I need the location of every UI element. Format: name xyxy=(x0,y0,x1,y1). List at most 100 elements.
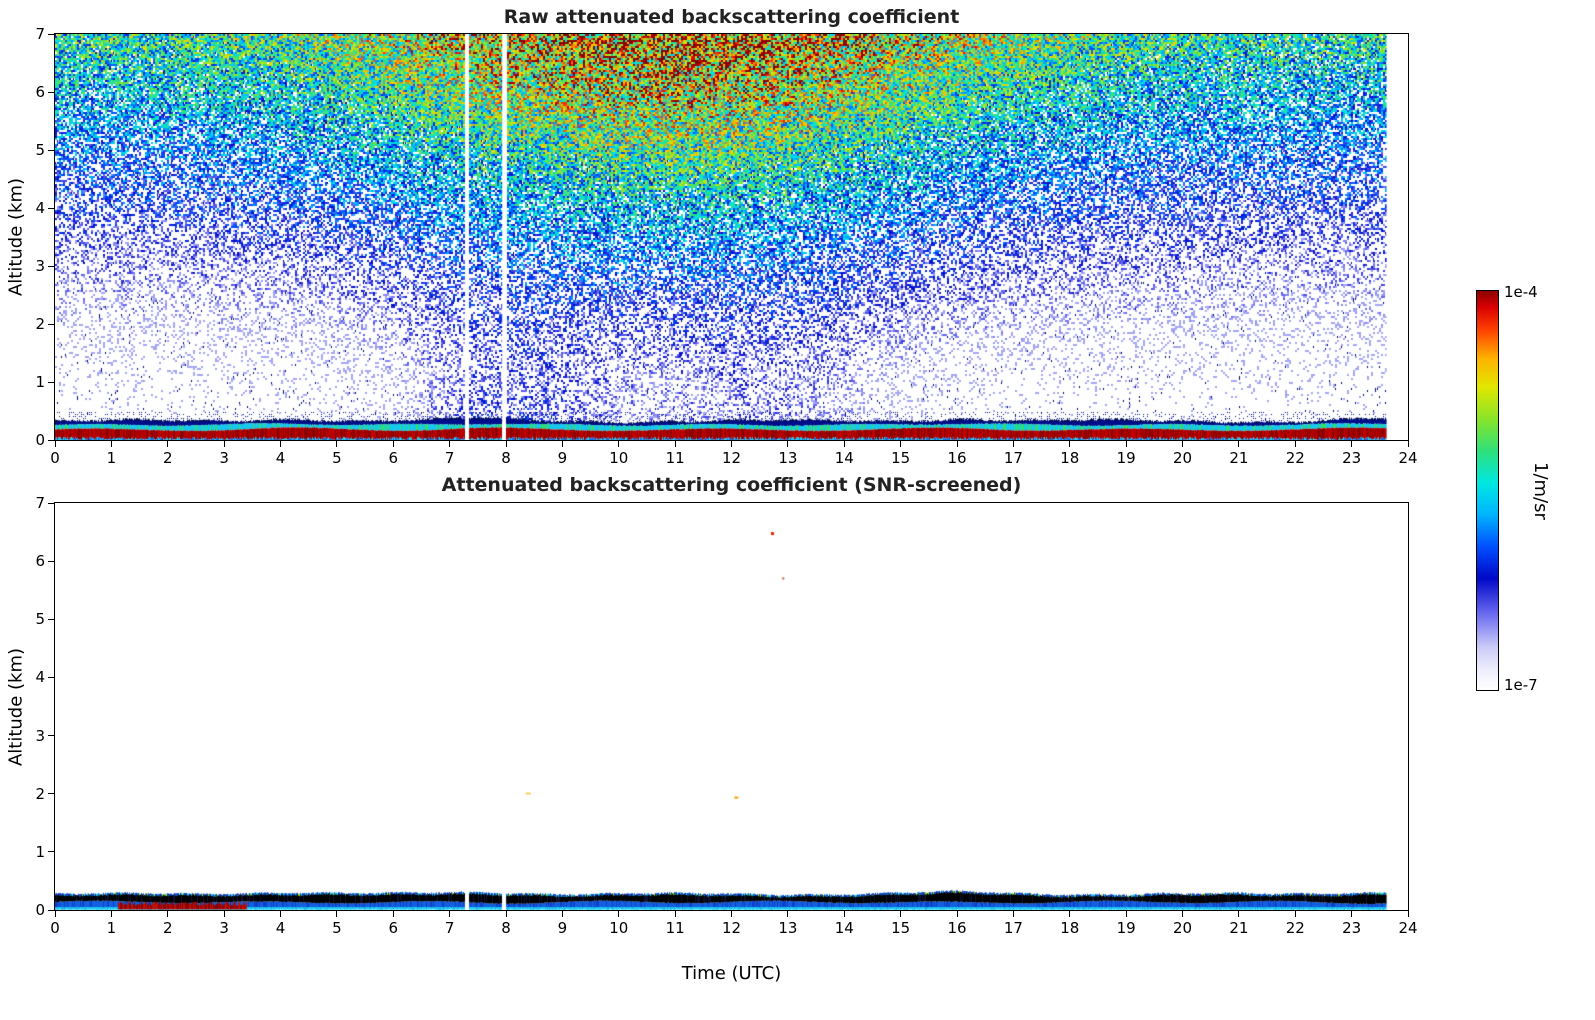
y-tick-label: 7 xyxy=(35,494,45,512)
x-tick-mark xyxy=(1182,440,1183,447)
y-tick-label: 6 xyxy=(35,552,45,571)
x-tick-label: 11 xyxy=(665,919,685,937)
y-tick-label: 5 xyxy=(35,141,45,159)
x-tick-mark xyxy=(1069,440,1071,447)
colorbar-gradient xyxy=(1477,291,1498,690)
x-tick-label: 14 xyxy=(834,919,854,937)
x-tick-label: 24 xyxy=(1398,919,1418,937)
y-tick-mark xyxy=(48,560,55,562)
x-tick-label: 16 xyxy=(947,919,967,937)
x-tick-mark xyxy=(223,910,225,917)
x-tick-label: 10 xyxy=(609,919,629,937)
y-tick-label: 5 xyxy=(35,610,45,629)
colorbar-min-label: 1e-7 xyxy=(1504,676,1538,694)
x-tick-label: 2 xyxy=(162,449,173,467)
x-tick-label: 0 xyxy=(50,919,60,937)
x-tick-label: 0 xyxy=(50,449,60,467)
x-tick-label: 24 xyxy=(1398,449,1418,467)
x-tick-label: 21 xyxy=(1229,919,1249,937)
y-tick-mark xyxy=(48,618,55,620)
x-tick-mark xyxy=(1351,910,1353,917)
x-tick-label: 23 xyxy=(1342,919,1362,937)
raw-heatmap-canvas xyxy=(55,34,1408,440)
x-tick-label: 6 xyxy=(388,919,399,937)
x-tick-mark xyxy=(1125,440,1127,447)
x-tick-mark xyxy=(110,910,112,917)
x-tick-mark xyxy=(1012,910,1014,917)
x-tick-label: 19 xyxy=(1116,449,1136,467)
x-tick-label: 14 xyxy=(834,449,854,467)
x-tick-mark xyxy=(505,910,507,917)
screened-panel-title: Attenuated backscattering coefficient (S… xyxy=(441,474,1022,496)
x-tick-label: 11 xyxy=(665,449,685,467)
x-tick-mark xyxy=(505,440,507,447)
y-tick-label: 3 xyxy=(35,257,45,275)
x-tick-label: 6 xyxy=(388,449,399,467)
x-tick-mark xyxy=(1238,910,1240,917)
x-tick-mark xyxy=(900,440,902,447)
y-tick-label: 3 xyxy=(35,726,45,745)
x-tick-label: 15 xyxy=(891,919,911,937)
y-tick-mark xyxy=(48,207,55,209)
x-tick-mark xyxy=(280,910,281,917)
x-tick-label: 1 xyxy=(106,919,117,937)
x-tick-mark xyxy=(392,910,394,917)
x-tick-label: 4 xyxy=(275,919,286,937)
x-tick-mark xyxy=(392,440,394,447)
x-tick-mark xyxy=(1407,910,1409,917)
y-tick-label: 4 xyxy=(35,199,45,217)
x-tick-label: 2 xyxy=(162,919,173,937)
x-tick-mark xyxy=(280,440,281,447)
x-tick-label: 3 xyxy=(219,919,229,937)
x-tick-mark xyxy=(787,440,789,447)
colorbar-max-label: 1e-4 xyxy=(1504,283,1538,301)
y-tick-mark xyxy=(48,502,55,504)
x-tick-label: 9 xyxy=(557,449,568,467)
x-tick-label: 15 xyxy=(891,449,911,467)
x-tick-mark xyxy=(1012,440,1014,447)
x-tick-mark xyxy=(223,440,225,447)
y-tick-mark xyxy=(48,793,55,795)
y-tick-mark xyxy=(48,381,55,383)
y-tick-mark xyxy=(48,33,55,35)
x-tick-label: 20 xyxy=(1172,449,1193,467)
x-tick-mark xyxy=(787,910,789,917)
x-tick-mark xyxy=(561,910,563,917)
x-tick-label: 4 xyxy=(275,449,286,467)
x-tick-mark xyxy=(900,910,902,917)
x-tick-label: 5 xyxy=(332,449,342,467)
colorbar xyxy=(1476,290,1499,691)
x-tick-mark xyxy=(674,440,676,447)
y-tick-mark xyxy=(48,265,55,267)
x-tick-mark xyxy=(618,440,620,447)
x-tick-label: 21 xyxy=(1229,449,1249,467)
x-tick-label: 8 xyxy=(501,919,511,937)
x-tick-label: 16 xyxy=(947,449,967,467)
x-tick-mark xyxy=(1294,440,1296,447)
x-tick-label: 17 xyxy=(1003,449,1023,467)
x-tick-label: 1 xyxy=(106,449,117,467)
x-tick-label: 9 xyxy=(557,919,568,937)
x-tick-mark xyxy=(731,910,732,917)
y-tick-mark xyxy=(48,149,55,151)
y-tick-mark xyxy=(48,439,55,441)
raw-panel-title: Raw attenuated backscattering coefficien… xyxy=(503,6,960,28)
x-tick-label: 23 xyxy=(1342,449,1362,467)
x-tick-label: 17 xyxy=(1003,919,1023,937)
x-tick-mark xyxy=(956,910,958,917)
x-tick-mark xyxy=(336,440,338,447)
raw-y-axis-label: Altitude (km) xyxy=(5,177,27,297)
x-tick-mark xyxy=(336,910,338,917)
x-tick-label: 20 xyxy=(1172,919,1193,937)
x-tick-mark xyxy=(1294,910,1296,917)
x-tick-label: 7 xyxy=(444,919,455,937)
y-tick-mark xyxy=(48,735,55,737)
x-tick-label: 18 xyxy=(1060,449,1080,467)
x-tick-mark xyxy=(1407,440,1409,447)
y-tick-mark xyxy=(48,851,55,853)
y-tick-label: 0 xyxy=(35,431,45,449)
x-tick-label: 13 xyxy=(778,919,798,937)
x-tick-mark xyxy=(618,910,620,917)
x-tick-label: 22 xyxy=(1285,919,1305,937)
